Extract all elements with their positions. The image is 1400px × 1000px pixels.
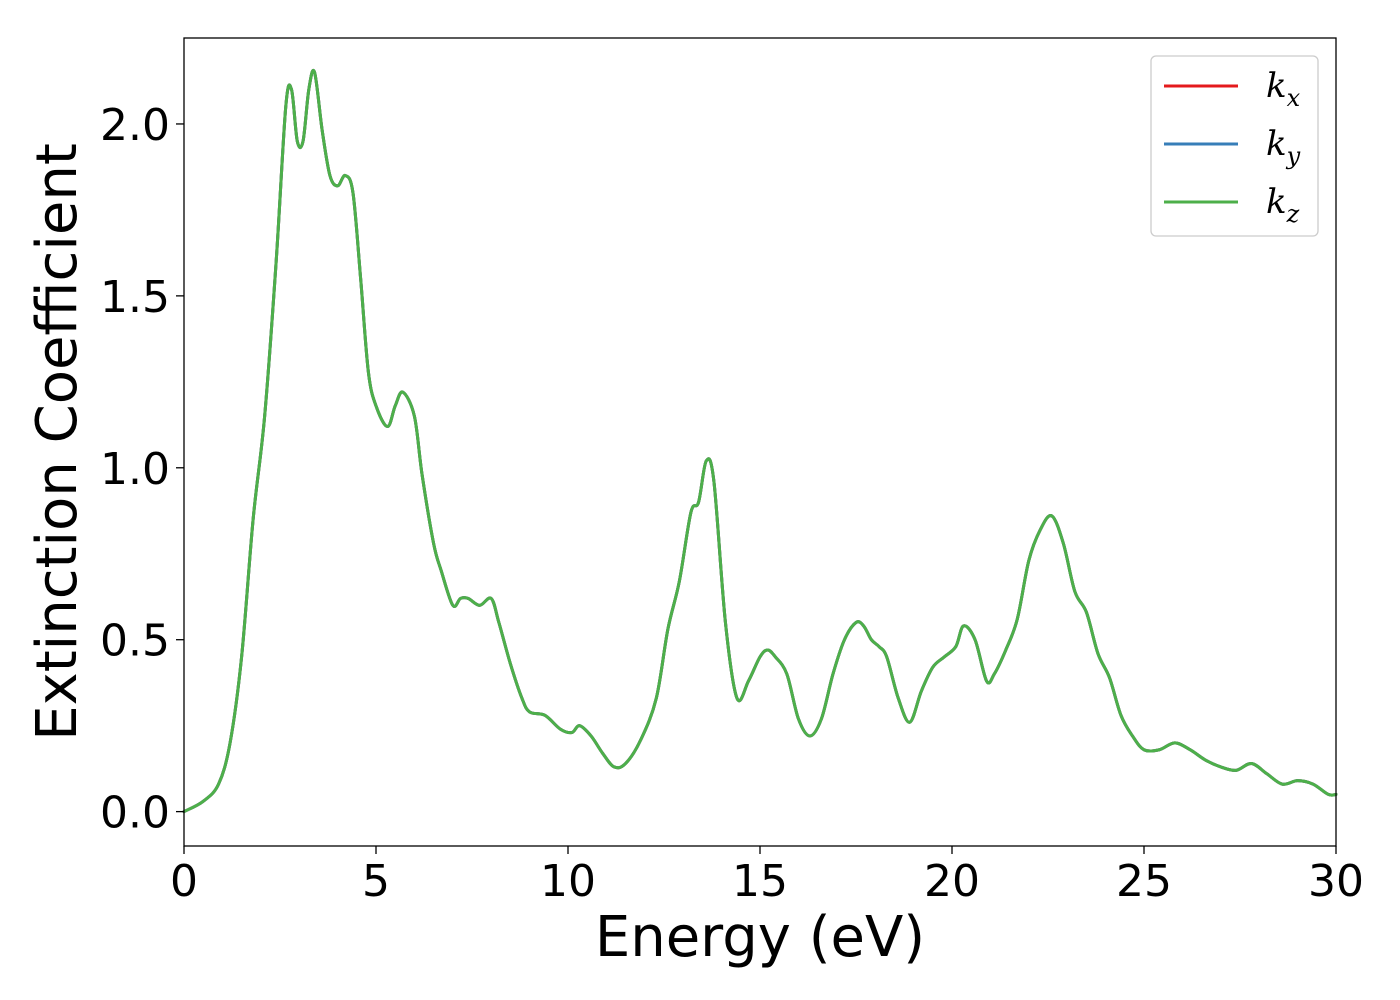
x-tick-label: 15 [732,856,788,907]
y-tick-label: 2.0 [100,100,170,151]
legend: kx ky kz [1150,55,1319,237]
x-tick-label: 25 [1116,856,1172,907]
legend-label-kx: kx [1266,66,1301,112]
x-tick-label: 20 [924,856,980,907]
x-tick-label: 30 [1308,856,1364,907]
legend-box [1150,55,1319,237]
legend-label-ky: ky [1266,124,1301,170]
x-axis-label: Energy (eV) [595,905,925,970]
y-tick-label: 0.0 [100,788,170,839]
legend-label-kz: kz [1266,182,1300,228]
y-axis-ticks: 0.0 0.5 1.0 1.5 2.0 [100,100,184,839]
y-tick-label: 1.0 [100,444,170,495]
x-tick-label: 0 [170,856,198,907]
y-axis-label: Extinction Coefficient [25,143,90,741]
plot-lines [182,69,1338,814]
y-tick-label: 1.5 [100,272,170,323]
x-tick-label: 10 [540,856,596,907]
y-tick-label: 0.5 [100,616,170,667]
x-tick-label: 5 [362,856,390,907]
series-line-k-z [182,69,1338,814]
x-axis-ticks: 0 5 10 15 20 25 30 [170,846,1364,907]
